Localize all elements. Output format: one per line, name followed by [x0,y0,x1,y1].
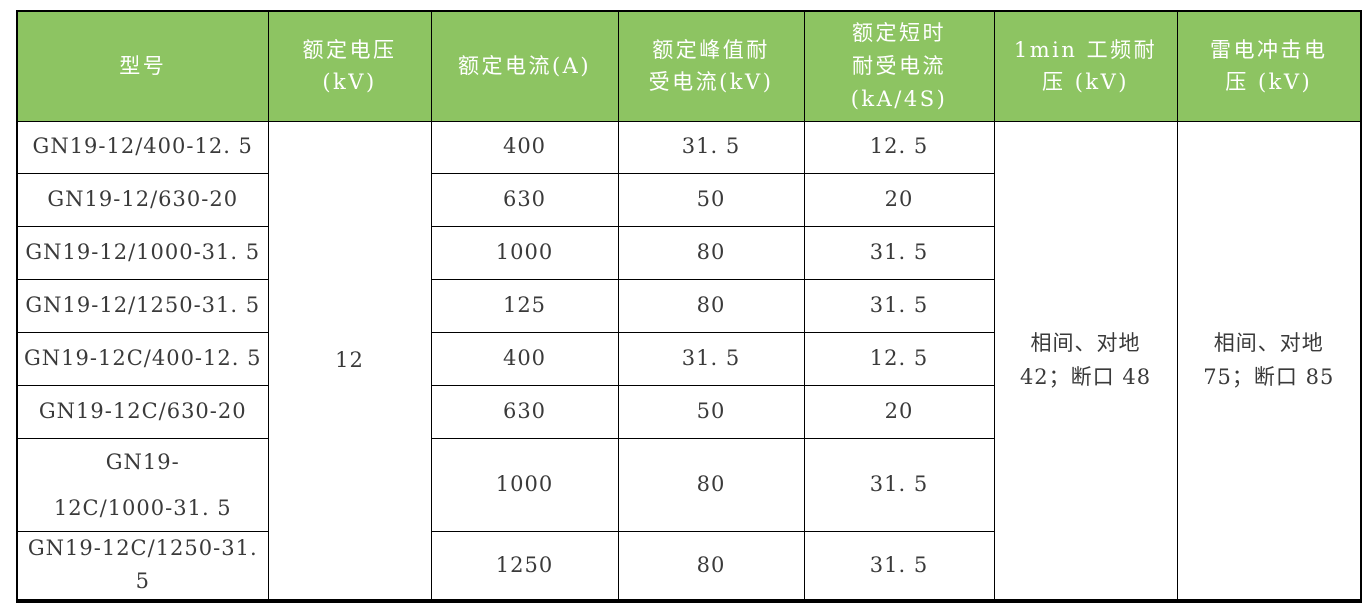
peak-cell: 50 [617,384,805,439]
spec-table: 型号 额定电压 (kV) 额定电流(A) 额定峰值耐 受电流(kV) 额定短时 … [16,10,1362,603]
current-cell: 1000 [430,225,619,280]
table-row: GN19-12/1000-31. 5 1000 80 31. 5 [16,225,1361,280]
current-cell: 1000 [430,437,619,532]
short-time-cell: 31. 5 [803,278,995,333]
current-cell: 125 [430,278,619,333]
header-rated-current: 额定电流(A) [430,10,619,122]
peak-cell: 31. 5 [617,120,805,174]
peak-cell: 80 [617,437,805,532]
short-time-cell: 20 [803,172,995,227]
table-row: GN19-12/1250-31. 5 125 80 31. 5 [16,278,1361,333]
model-cell: GN19-12/1250-31. 5 [16,278,269,333]
page: 型号 额定电压 (kV) 额定电流(A) 额定峰值耐 受电流(kV) 额定短时 … [16,10,1362,603]
header-rated-voltage: 额定电压 (kV) [267,10,432,122]
peak-cell: 50 [617,172,805,227]
header-lightning-impulse-voltage: 雷电冲击电 压 (kV) [1176,10,1362,122]
short-time-cell: 12. 5 [803,120,995,174]
table-row: GN19-12C/630-20 630 50 20 [16,384,1361,439]
short-time-cell: 20 [803,384,995,439]
current-cell: 630 [430,384,619,439]
lightning-impulse-merged-cell: 相间、对地 75；断口 85 [1176,120,1362,602]
table-row: GN19-12/400-12. 5 12 400 31. 5 12. 5 相间、… [16,120,1362,602]
model-cell: GN19- 12C/1000-31. 5 [16,437,269,532]
current-cell: 400 [430,120,619,174]
model-cell: GN19-12C/630-20 [16,384,269,439]
header-peak-withstand-current: 额定峰值耐 受电流(kV) [617,10,805,122]
current-cell: 630 [430,172,619,227]
current-cell: 400 [430,331,619,386]
peak-cell: 31. 5 [617,331,805,386]
header-row: 型号 额定电压 (kV) 额定电流(A) 额定峰值耐 受电流(kV) 额定短时 … [16,10,1362,122]
short-time-cell: 31. 5 [803,225,995,280]
header-model: 型号 [16,10,269,122]
short-time-cell: 12. 5 [803,331,995,386]
peak-cell: 80 [617,225,805,280]
table-row: GN19- 12C/1000-31. 5 1000 80 31. 5 [16,437,1361,532]
rated-voltage-merged-cell: 12 [267,120,432,602]
model-cell: GN19-12/400-12. 5 [16,120,269,174]
model-cell: GN19-12/1000-31. 5 [16,225,269,280]
table-row: GN19-12C/400-12. 5 400 31. 5 12. 5 [16,331,1361,386]
model-cell: GN19-12C/400-12. 5 [16,331,269,386]
model-cell: GN19-12C/1250-31. 5 [16,530,269,602]
model-cell: GN19-12/630-20 [16,172,269,227]
power-frequency-merged-cell: 相间、对地 42；断口 48 [993,120,1178,602]
short-time-cell: 31. 5 [803,530,995,602]
short-time-cell: 31. 5 [803,437,995,532]
peak-cell: 80 [617,278,805,333]
peak-cell: 80 [617,530,805,602]
header-short-time-withstand-current: 额定短时 耐受电流 (kA/4S) [803,10,995,122]
header-power-frequency-withstand-voltage: 1min 工频耐 压 (kV) [993,10,1178,122]
current-cell: 1250 [430,530,619,602]
